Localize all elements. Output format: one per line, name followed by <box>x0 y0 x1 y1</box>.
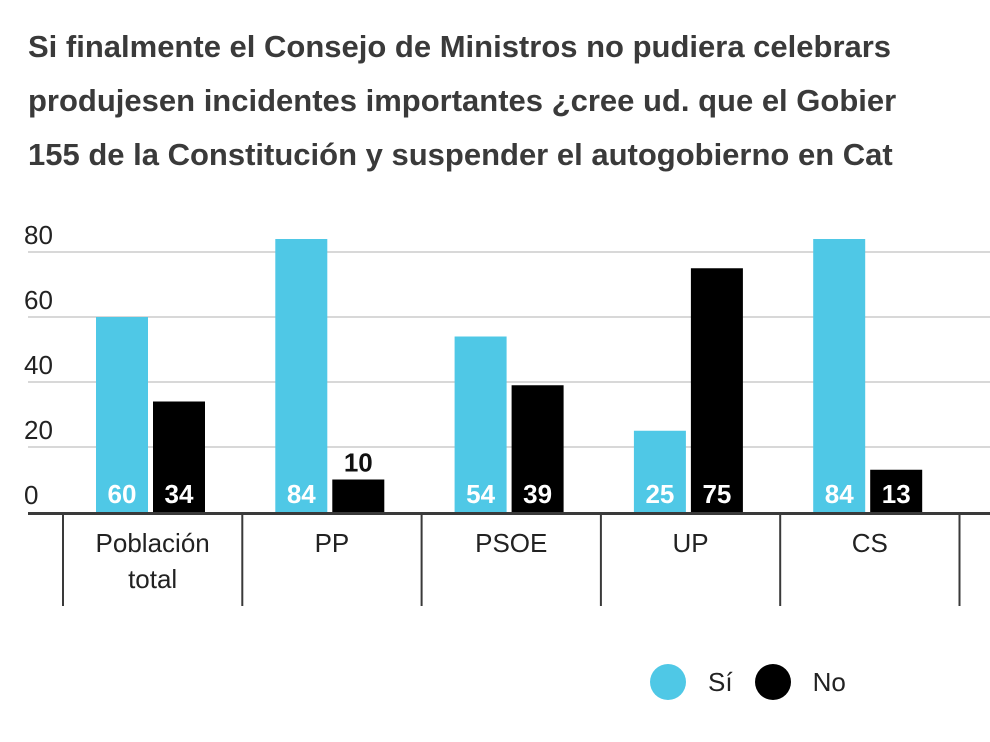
y-tick-label: 20 <box>24 415 53 445</box>
data-label: 84 <box>287 479 316 509</box>
legend-swatch-no <box>754 664 791 700</box>
data-label: 34 <box>165 479 194 509</box>
legend-label-no: No <box>812 666 846 697</box>
bar-si <box>454 336 507 512</box>
bar-si <box>275 239 328 512</box>
data-label: 25 <box>645 479 674 509</box>
data-label: 60 <box>108 479 137 509</box>
bar-no <box>511 385 564 512</box>
bar-si <box>813 239 866 512</box>
x-tick-label: UP <box>672 528 708 558</box>
bar-no <box>332 479 385 512</box>
legend: Sí No <box>650 664 868 700</box>
y-tick-label: 60 <box>24 285 53 315</box>
data-label: 39 <box>523 479 552 509</box>
title-line-3: 155 de la Constitución y suspender el au… <box>28 137 893 172</box>
legend-item-si: Sí <box>650 664 733 700</box>
x-tick-label: total <box>128 564 177 594</box>
bar-si <box>633 430 686 512</box>
data-label: 54 <box>466 479 495 509</box>
data-label: 75 <box>702 479 731 509</box>
y-tick-label: 40 <box>24 350 53 380</box>
data-label: 84 <box>825 479 854 509</box>
x-tick-label: Población <box>96 528 210 558</box>
data-label: 10 <box>344 448 373 478</box>
y-tick-label: 80 <box>24 220 53 250</box>
legend-swatch-si <box>650 664 686 700</box>
x-tick-label: PSOE <box>475 528 547 558</box>
title-line-2: produjesen incidentes importantes ¿cree … <box>28 83 897 118</box>
legend-label-si: Sí <box>708 666 733 697</box>
bar-no <box>870 469 923 512</box>
bar-no <box>690 268 743 512</box>
chart-title: Si finalmente el Consejo de Ministros no… <box>28 20 990 182</box>
data-label: 13 <box>882 479 911 509</box>
legend-item-no: No <box>754 664 846 700</box>
y-tick-label: 0 <box>24 480 38 510</box>
x-tick-label: CS <box>852 528 888 558</box>
bar-no <box>153 401 205 512</box>
bar-si <box>96 317 148 512</box>
title-line-1: Si finalmente el Consejo de Ministros no… <box>28 29 892 64</box>
x-tick-label: PP <box>315 528 350 558</box>
